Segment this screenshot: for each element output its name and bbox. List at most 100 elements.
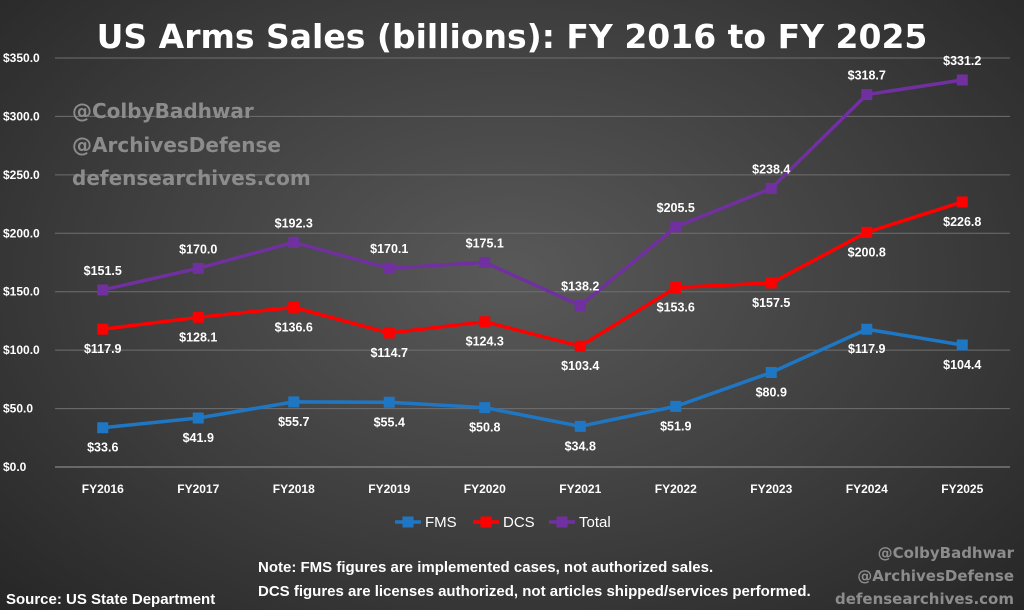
legend-label: FMS	[425, 514, 457, 531]
data-label: $117.9	[848, 342, 886, 356]
x-tick-label: FY2018	[273, 482, 315, 496]
data-label: $200.8	[848, 245, 886, 259]
x-tick-label: FY2020	[464, 482, 506, 496]
data-label: $136.6	[275, 320, 313, 334]
watermark-handle-1: @ColbyBadhwar	[72, 99, 254, 123]
data-label: $55.4	[374, 415, 405, 429]
data-label: $80.9	[756, 385, 787, 399]
note-line-1: Note: FMS figures are implemented cases,…	[258, 559, 713, 576]
x-tick-label: FY2021	[559, 482, 601, 496]
data-label: $157.5	[752, 296, 790, 310]
watermark-bottom-handle-1: @ColbyBadhwar	[878, 544, 1015, 562]
data-label: $192.3	[275, 216, 313, 230]
watermark-top-left: @ColbyBadhwar @ArchivesDefense defensear…	[72, 99, 311, 190]
data-label: $226.8	[943, 215, 981, 229]
data-point	[861, 89, 873, 101]
data-point	[192, 412, 204, 424]
data-label: $175.1	[466, 236, 504, 250]
watermark-bottom-handle-2: @ArchivesDefense	[857, 567, 1014, 585]
data-label: $34.8	[565, 439, 596, 453]
series-line	[102, 200, 963, 348]
data-label: $238.4	[752, 162, 790, 176]
y-tick-label: $350.0	[3, 51, 40, 65]
data-label: $114.7	[370, 346, 408, 360]
watermark-handle-2: @ArchivesDefense	[72, 133, 281, 157]
data-point	[670, 400, 682, 412]
data-point	[479, 316, 491, 328]
data-point	[670, 221, 682, 233]
data-label: $138.2	[561, 280, 599, 294]
data-point	[192, 311, 204, 323]
y-tick-label: $300.0	[3, 109, 40, 123]
y-axis: $0.0 $50.0 $100.0 $150.0 $200.0 $250.0 $300.0 $…	[3, 51, 40, 474]
watermark-site: defensearchives.com	[72, 166, 311, 190]
data-point	[97, 422, 109, 434]
x-tick-label: FY2022	[655, 482, 697, 496]
data-point	[765, 277, 777, 289]
data-point	[574, 340, 586, 352]
legend-item-total: Total	[549, 514, 611, 531]
data-label: $50.8	[469, 421, 500, 435]
data-point	[956, 196, 968, 208]
data-point	[574, 420, 586, 432]
legend-label: Total	[579, 514, 611, 531]
legend-marker-swatch	[556, 516, 568, 528]
y-tick-label: $0.0	[3, 460, 27, 474]
y-tick-label: $150.0	[3, 285, 40, 299]
data-point	[97, 323, 109, 335]
data-label: $41.9	[183, 431, 214, 445]
plot-area: $33.6 $41.9 $55.7 $55.4 $50.8 $34.8 $51.9 $80.9…	[84, 54, 982, 455]
series-line	[102, 78, 963, 308]
gridlines	[55, 57, 1010, 468]
x-tick-label: FY2016	[82, 482, 124, 496]
data-label: $51.9	[660, 419, 691, 433]
legend-marker-swatch	[402, 516, 414, 528]
data-label: $55.7	[278, 415, 309, 429]
legend-marker-swatch	[480, 516, 492, 528]
data-point	[97, 284, 109, 296]
data-label: $153.6	[657, 301, 695, 315]
y-tick-label: $200.0	[3, 226, 40, 240]
x-tick-label: FY2024	[846, 482, 888, 496]
data-label: $128.1	[179, 330, 217, 344]
data-point	[861, 226, 873, 238]
x-tick-label: FY2023	[750, 482, 792, 496]
x-tick-label: FY2017	[177, 482, 219, 496]
data-label: $331.2	[943, 54, 981, 68]
note-line-2: DCS figures are licenses authorized, not…	[258, 583, 811, 600]
data-label: $318.7	[848, 69, 886, 83]
data-label: $33.6	[87, 441, 118, 455]
data-point	[479, 402, 491, 414]
data-point	[861, 323, 873, 335]
legend-label: DCS	[503, 514, 535, 531]
data-point	[192, 262, 204, 274]
y-tick-label: $250.0	[3, 168, 40, 182]
data-label: $170.0	[179, 242, 217, 256]
data-label: $103.4	[561, 359, 599, 373]
data-point	[383, 327, 395, 339]
footer: Note: FMS figures are implemented cases,…	[6, 544, 1015, 608]
data-label: $170.1	[370, 242, 408, 256]
data-point	[956, 339, 968, 351]
x-tick-label: FY2019	[368, 482, 410, 496]
series-line	[102, 327, 963, 430]
chart-title: US Arms Sales (billions): FY 2016 to FY …	[97, 17, 928, 56]
watermark-bottom-site: defensearchives.com	[835, 590, 1014, 608]
series-total: $151.5 $170.0 $192.3 $170.1 $175.1 $138.2 $205…	[84, 54, 981, 312]
legend: FMS DCS Total	[395, 514, 611, 531]
data-point	[670, 282, 682, 294]
data-point	[383, 396, 395, 408]
data-point	[574, 300, 586, 312]
data-point	[479, 256, 491, 268]
data-label: $104.4	[943, 358, 981, 372]
series-fms: $33.6 $41.9 $55.7 $55.4 $50.8 $34.8 $51.9 $80.9…	[87, 323, 981, 455]
data-point	[956, 74, 968, 86]
data-label: $151.5	[84, 264, 122, 278]
data-label: $124.3	[466, 335, 504, 349]
data-label: $117.9	[84, 342, 122, 356]
data-point	[288, 396, 300, 408]
data-point	[765, 182, 777, 194]
y-tick-label: $50.0	[3, 402, 33, 416]
x-axis: FY2016 FY2017 FY2018 FY2019 FY2020 FY2021 FY20…	[82, 482, 984, 496]
